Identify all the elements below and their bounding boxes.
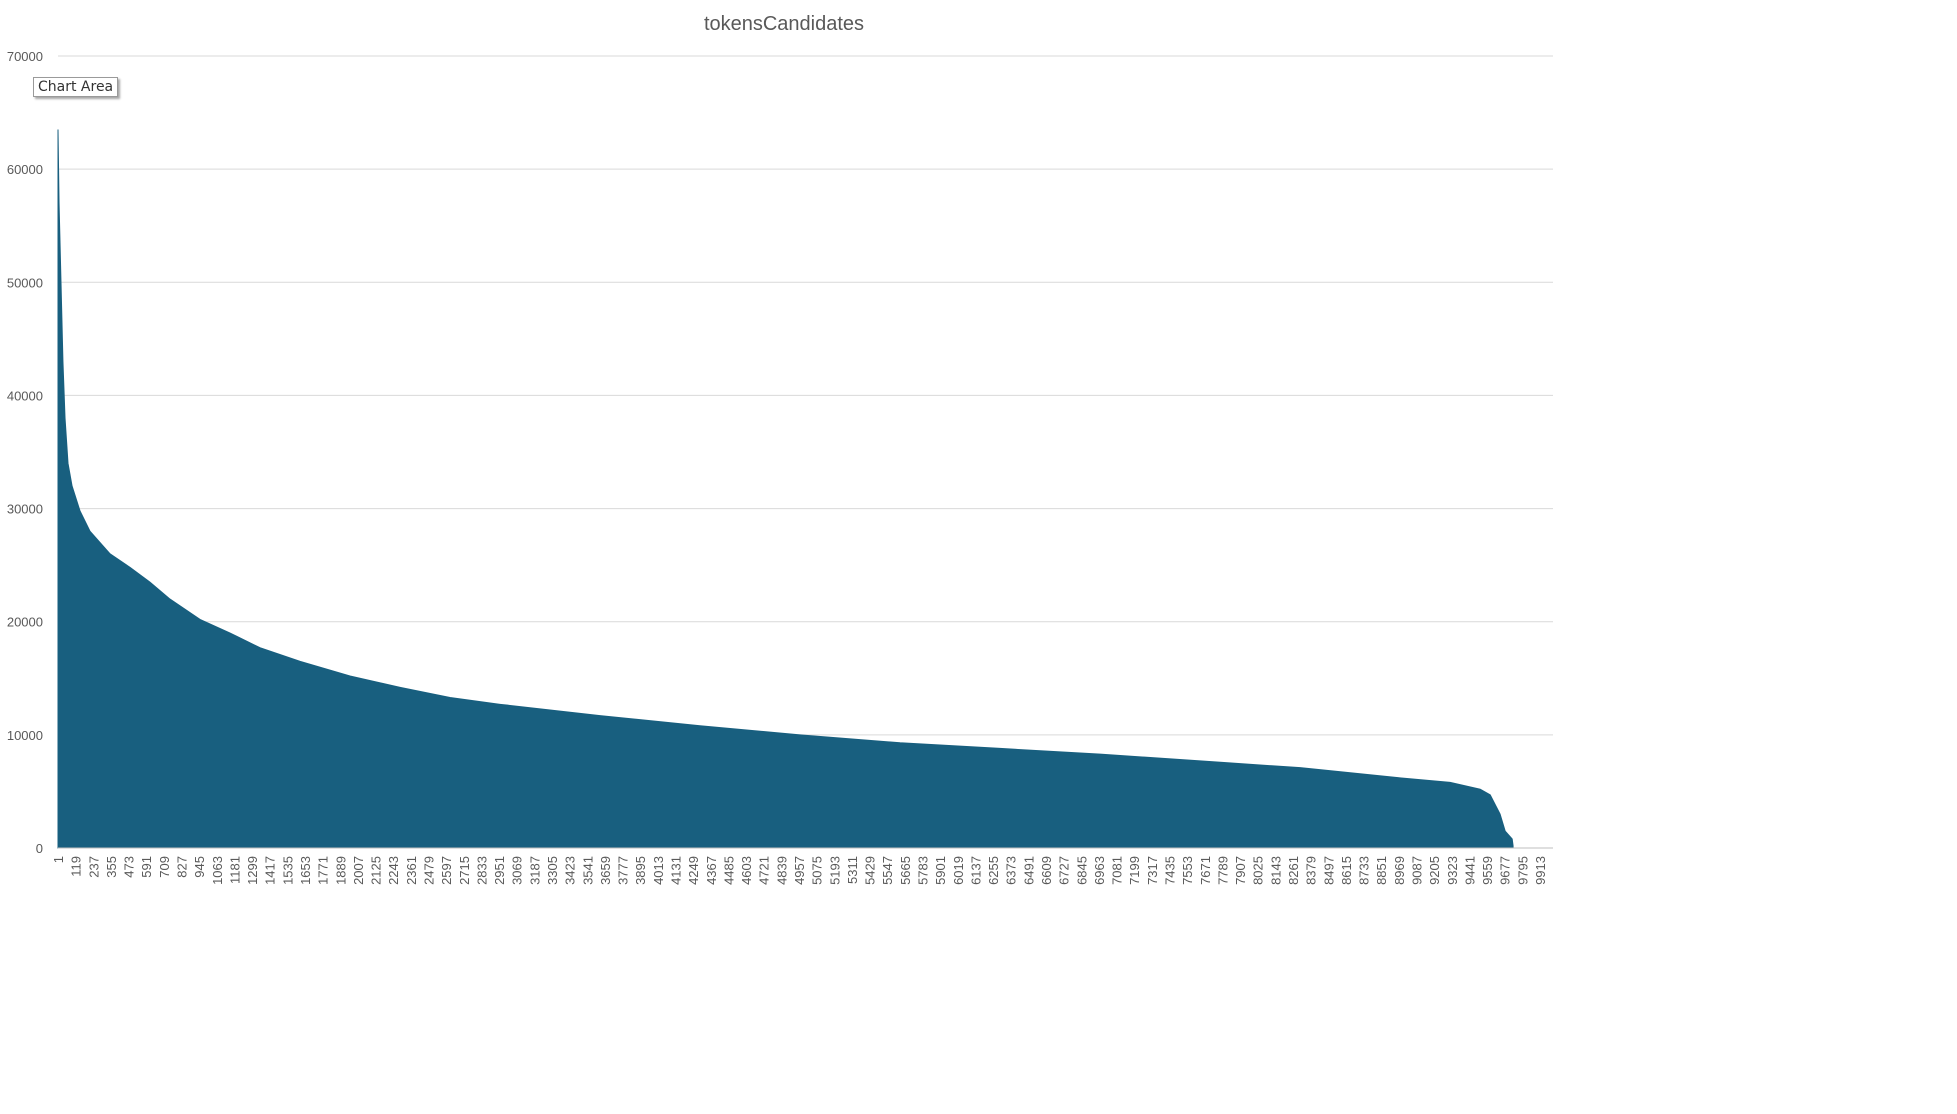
x-tick-label: 4603 — [739, 856, 754, 885]
x-tick-label: 1181 — [227, 856, 242, 884]
x-tick-label: 355 — [104, 856, 119, 878]
x-tick-label: 473 — [122, 856, 137, 878]
y-tick-label: 50000 — [7, 275, 43, 290]
x-tick-label: 9677 — [1498, 856, 1513, 885]
x-tick-label: 5665 — [898, 856, 913, 885]
x-tick-label: 5193 — [827, 856, 842, 885]
x-tick-label: 4721 — [757, 856, 772, 885]
x-tick-label: 1653 — [298, 856, 313, 885]
x-tick-label: 6491 — [1021, 856, 1036, 885]
y-tick-label: 70000 — [7, 49, 43, 64]
x-tick-label: 4957 — [792, 856, 807, 885]
y-tick-label: 20000 — [7, 615, 43, 630]
x-tick-label: 9795 — [1515, 856, 1530, 885]
x-tick-label: 237 — [86, 856, 101, 878]
x-tick-label: 827 — [174, 856, 189, 878]
x-tick-label: 119 — [69, 856, 84, 877]
x-tick-label: 4131 — [668, 856, 683, 885]
x-tick-label: 1771 — [316, 856, 331, 885]
x-tick-label: 8615 — [1339, 856, 1354, 885]
x-tick-label: 2833 — [474, 856, 489, 885]
x-tick-label: 6727 — [1057, 856, 1072, 885]
x-tick-label: 7671 — [1198, 856, 1213, 885]
x-tick-label: 2597 — [439, 856, 454, 885]
x-tick-label: 6137 — [968, 856, 983, 885]
x-tick-label: 4013 — [651, 856, 666, 885]
x-tick-label: 3187 — [527, 856, 542, 885]
x-tick-label: 7435 — [1162, 856, 1177, 885]
x-tick-label: 1 — [51, 856, 66, 863]
x-tick-label: 4839 — [774, 856, 789, 885]
x-tick-label: 5901 — [933, 856, 948, 885]
x-tick-label: 8379 — [1304, 856, 1319, 885]
x-tick-label: 3069 — [510, 856, 525, 885]
y-tick-label: 40000 — [7, 388, 43, 403]
x-tick-label: 3895 — [633, 856, 648, 885]
x-tick-label: 8497 — [1321, 856, 1336, 885]
x-tick-label: 8969 — [1392, 856, 1407, 885]
x-tick-label: 5311 — [845, 856, 860, 884]
x-tick-label: 1063 — [210, 856, 225, 885]
y-tick-label: 30000 — [7, 502, 43, 517]
x-tick-label: 3777 — [616, 856, 631, 885]
x-tick-label: 9913 — [1533, 856, 1548, 885]
x-tick-label: 5783 — [915, 856, 930, 885]
x-tick-label: 7907 — [1233, 856, 1248, 885]
x-tick-label: 4485 — [721, 856, 736, 885]
x-tick-label: 5429 — [863, 856, 878, 885]
x-tick-label: 591 — [139, 856, 154, 878]
x-tick-label: 1299 — [245, 856, 260, 885]
x-tick-label: 3541 — [580, 856, 595, 885]
y-tick-label: 0 — [36, 841, 43, 856]
x-tick-label: 6019 — [951, 856, 966, 885]
x-tick-label: 2361 — [404, 856, 419, 885]
x-tick-label: 4249 — [686, 856, 701, 885]
tooltip: Chart Area — [33, 77, 119, 97]
x-tick-label: 6609 — [1039, 856, 1054, 885]
x-tick-label: 9087 — [1409, 856, 1424, 885]
x-tick-label: 6373 — [1004, 856, 1019, 885]
x-tick-label: 2951 — [492, 856, 507, 885]
x-tick-label: 1889 — [333, 856, 348, 885]
x-tick-label: 8025 — [1251, 856, 1266, 885]
x-tick-label: 3305 — [545, 856, 560, 885]
x-tick-label: 7317 — [1145, 856, 1160, 885]
x-tick-label: 2479 — [421, 856, 436, 885]
x-tick-label: 8733 — [1357, 856, 1372, 885]
x-tick-label: 945 — [192, 856, 207, 878]
x-tick-label: 2007 — [351, 856, 366, 885]
x-tick-label: 4367 — [704, 856, 719, 885]
area — [57, 129, 1514, 849]
chart-title: tokensCandidates — [704, 13, 864, 35]
x-tick-label: 7199 — [1127, 856, 1142, 885]
x-tick-label: 3659 — [598, 856, 613, 885]
x-tick-label: 7553 — [1180, 856, 1195, 885]
x-tick-label: 9205 — [1427, 856, 1442, 885]
x-tick-label: 709 — [157, 856, 172, 878]
y-tick-label: 10000 — [7, 728, 43, 743]
y-tick-label: 60000 — [7, 162, 43, 177]
x-tick-label: 3423 — [563, 856, 578, 885]
x-tick-label: 9559 — [1480, 856, 1495, 885]
x-tick-label: 6845 — [1074, 856, 1089, 885]
x-tick-label: 7081 — [1110, 856, 1125, 885]
x-tick-label: 9323 — [1445, 856, 1460, 885]
x-tick-label: 5075 — [810, 856, 825, 885]
x-tick-label: 8851 — [1374, 856, 1389, 885]
x-tick-label: 2125 — [369, 856, 384, 885]
x-tick-label: 7789 — [1215, 856, 1230, 885]
x-tick-label: 2243 — [386, 856, 401, 885]
x-tick-label: 2715 — [457, 856, 472, 885]
x-tick-label: 8143 — [1268, 856, 1283, 885]
x-tick-label: 1535 — [280, 856, 295, 885]
x-tick-label: 9441 — [1462, 856, 1477, 885]
x-tick-label: 8261 — [1286, 856, 1301, 885]
x-tick-label: 5547 — [880, 856, 895, 885]
x-tick-label: 6963 — [1092, 856, 1107, 885]
x-tick-label: 6255 — [986, 856, 1001, 885]
x-tick-label: 1417 — [263, 856, 278, 885]
